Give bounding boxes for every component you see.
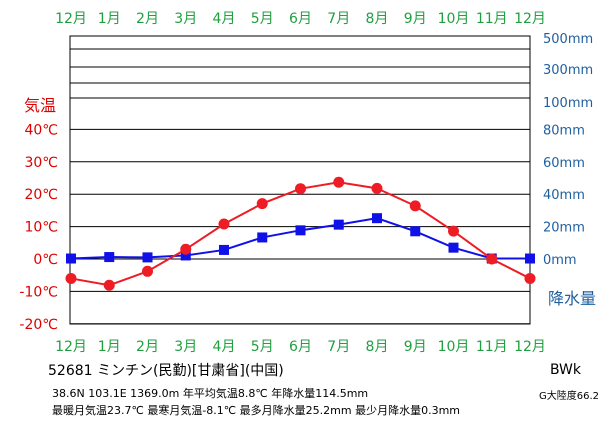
month-label-top: 5月 — [251, 11, 274, 27]
precipitation-point — [104, 252, 115, 263]
month-label-top: 7月 — [327, 11, 350, 27]
month-label-bottom: 11月 — [476, 339, 508, 355]
month-label-bottom: 10月 — [438, 339, 470, 355]
temperature-point — [142, 265, 153, 277]
temperature-point — [409, 200, 421, 212]
temperature-point — [524, 272, 536, 284]
precipitation-tick-label: 100mm — [543, 96, 593, 111]
precipitation-point — [219, 244, 229, 255]
temperature-point — [295, 183, 306, 195]
temperature-point — [333, 176, 345, 188]
station-name: 52681 ミンチン(民勤)[甘粛省](中国) — [48, 363, 284, 379]
month-label-bottom: 12月 — [55, 339, 87, 355]
precipitation-tick-label: 80mm — [543, 123, 585, 138]
temperature-tick-label: 30℃ — [24, 155, 58, 171]
temperature-series — [65, 176, 536, 291]
right-axis-ticks: 0mm 20mm 40mm 60mm 80mm 100mm 300mm 500mm — [543, 32, 593, 268]
month-label-top: 9月 — [404, 11, 427, 27]
temperature-point — [486, 253, 498, 265]
temperature-point — [103, 279, 115, 291]
grid-lines — [70, 48, 530, 325]
precipitation-tick-label: 60mm — [543, 156, 585, 171]
month-label-top: 12月 — [55, 11, 87, 27]
precipitation-tick-label: 20mm — [543, 221, 585, 236]
month-label-bottom: 3月 — [174, 339, 197, 355]
precipitation-point — [295, 225, 306, 236]
top-month-labels: 12月 1月 2月 3月 4月 5月 6月 7月 8月 9月 10月 11月 12月 — [55, 11, 546, 27]
precipitation-point — [333, 219, 344, 230]
precipitation-line — [70, 217, 530, 260]
temperature-point — [371, 182, 383, 194]
precipitation-point — [372, 213, 382, 224]
month-label-bottom: 6月 — [289, 339, 312, 355]
month-label-bottom: 9月 — [404, 339, 427, 355]
precipitation-tick-label: 0mm — [543, 253, 577, 268]
station-extremes: 最暖月気温23.7℃ 最寒月気温-8.1℃ 最多月降水量25.2mm 最少月降水… — [52, 404, 460, 417]
precipitation-tick-label: 500mm — [543, 32, 593, 47]
temperature-tick-label: 10℃ — [24, 220, 58, 236]
month-label-top: 8月 — [366, 11, 389, 27]
temperature-tick-label: 40℃ — [24, 122, 58, 138]
right-axis-title: 降水量 — [548, 289, 596, 308]
precipitation-point — [525, 253, 535, 264]
left-axis-title: 気温 — [24, 96, 56, 115]
month-label-top: 12月 — [514, 11, 546, 27]
temperature-point — [448, 225, 459, 237]
plot-border — [69, 35, 531, 325]
precipitation-point — [410, 226, 421, 237]
month-label-top: 2月 — [136, 11, 159, 27]
precipitation-point — [257, 232, 268, 243]
temperature-point — [65, 272, 77, 284]
temperature-tick-label: 20℃ — [24, 187, 58, 203]
temperature-tick-label: -10℃ — [19, 284, 58, 300]
precipitation-point — [180, 250, 191, 261]
month-label-top: 1月 — [98, 11, 121, 27]
temperature-point — [256, 198, 268, 210]
precipitation-point — [448, 242, 459, 253]
climate-classification: BWk — [549, 362, 581, 378]
precipitation-point — [142, 252, 153, 263]
continentality-index: G大陸度66.2 — [538, 391, 599, 402]
month-label-top: 6月 — [289, 11, 312, 27]
month-label-top: 10月 — [438, 11, 470, 27]
temperature-tick-label: 0℃ — [33, 252, 58, 268]
month-label-bottom: 1月 — [98, 339, 121, 355]
temperature-tick-label: -20℃ — [19, 317, 58, 333]
month-label-top: 11月 — [476, 11, 508, 27]
temperature-point — [218, 218, 230, 230]
plot-frame — [69, 35, 531, 325]
month-label-bottom: 12月 — [514, 339, 546, 355]
station-summary: 38.6N 103.1E 1369.0m 年平均気温8.8℃ 年降水量114.5… — [52, 387, 369, 400]
month-label-bottom: 2月 — [136, 339, 159, 355]
month-label-bottom: 8月 — [366, 339, 389, 355]
temperature-point — [180, 243, 192, 255]
left-axis-ticks: 40℃ 30℃ 20℃ 10℃ 0℃ -10℃ -20℃ — [19, 122, 58, 332]
month-label-top: 3月 — [174, 11, 197, 27]
month-label-bottom: 7月 — [327, 339, 350, 355]
month-label-bottom: 5月 — [251, 339, 274, 355]
month-label-top: 4月 — [213, 11, 236, 27]
month-label-bottom: 4月 — [213, 339, 236, 355]
precipitation-tick-label: 300mm — [543, 63, 593, 78]
precipitation-point — [66, 253, 76, 264]
precipitation-tick-label: 40mm — [543, 188, 585, 203]
bottom-month-labels: 12月 1月 2月 3月 4月 5月 6月 7月 8月 9月 10月 11月 12月 — [55, 339, 546, 355]
